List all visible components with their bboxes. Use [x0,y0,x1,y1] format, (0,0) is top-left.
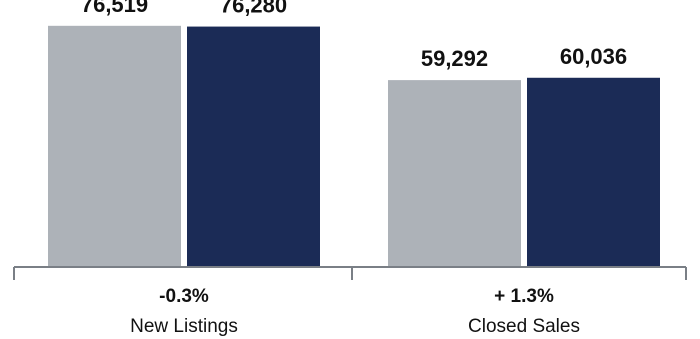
bar-new-listings-series-1 [48,25,181,268]
category-label-new-listings: New Listings [130,316,238,337]
x-axis [13,266,687,280]
category-label-closed-sales: Closed Sales [468,316,580,337]
bar-new-listings-series-2 [187,26,320,267]
value-labels-group: 76,519 76,280 59,292 60,036 [81,0,627,71]
change-label-new-listings: -0.3% [159,286,209,307]
change-label-closed-sales: + 1.3% [494,286,554,307]
value-label-closed-sales-series-1: 59,292 [421,46,488,71]
bar-closed-sales-series-2 [527,77,660,267]
bars-group [48,25,660,268]
bar-closed-sales-series-1 [388,80,521,268]
value-label-new-listings-series-2: 76,280 [220,0,287,18]
category-labels-group: -0.3% New Listings + 1.3% Closed Sales [130,286,580,337]
value-label-new-listings-series-1: 76,519 [81,0,148,17]
value-label-closed-sales-series-2: 60,036 [560,44,627,69]
